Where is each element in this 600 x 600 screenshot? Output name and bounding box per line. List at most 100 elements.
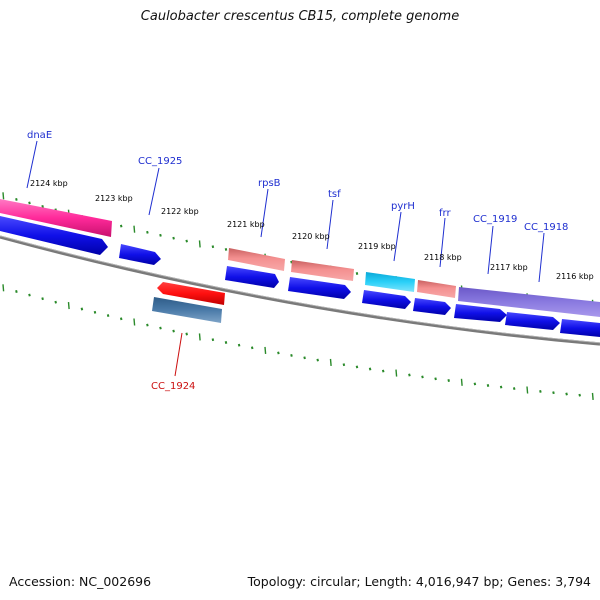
- kbp-labels: 2124 kbp 2123 kbp 2122 kbp 2121 kbp 2120…: [30, 179, 594, 281]
- minor-tick: [15, 290, 18, 293]
- major-tick: [198, 240, 201, 248]
- gene-label-rpsB: rpsB: [258, 178, 281, 189]
- leader-tsf: [326, 199, 334, 250]
- leader-pyrH: [393, 211, 402, 262]
- major-tick: [133, 318, 136, 326]
- backbone-highlight: [0, 235, 600, 344]
- minor-tick: [277, 351, 280, 355]
- major-tick: [460, 378, 463, 386]
- minor-tick: [316, 358, 319, 362]
- minor-tick: [172, 329, 175, 333]
- leader-CC_1918: [538, 232, 545, 283]
- cds-forward-ring: [0, 216, 600, 337]
- minor-tick: [185, 239, 188, 243]
- gene-bar-frr: [417, 280, 456, 298]
- cds-arrow: [560, 319, 600, 337]
- major-tick: [591, 392, 594, 400]
- cds-arrow: [0, 216, 108, 255]
- minor-tick: [355, 272, 359, 275]
- leader-frr: [439, 217, 446, 268]
- major-tick: [264, 346, 267, 354]
- major-tick: [133, 225, 136, 233]
- gene-labels: dnaE CC_1925 rpsB tsf pyrH frr CC_1919 C…: [27, 130, 568, 392]
- minor-tick: [434, 377, 437, 381]
- kbp-label: 2124 kbp: [30, 179, 68, 188]
- gene-label-frr: frr: [439, 208, 451, 219]
- minor-tick: [224, 247, 228, 251]
- accession-text: Accession: NC_002696: [9, 574, 152, 589]
- cds-arrow: [362, 290, 411, 309]
- gene-label-tsf: tsf: [328, 189, 341, 200]
- reverse-feature-ring: [152, 282, 225, 323]
- cds-reverse-CC_1924: [152, 297, 222, 323]
- minor-tick: [578, 393, 581, 397]
- minor-tick: [342, 363, 346, 367]
- minor-tick: [93, 310, 97, 314]
- minor-tick: [486, 384, 490, 387]
- leader-rpsB: [260, 188, 269, 238]
- major-tick: [395, 369, 398, 377]
- minor-tick: [408, 373, 411, 377]
- minor-tick: [290, 353, 293, 357]
- cds-arrow: [225, 266, 279, 288]
- minor-tick: [421, 375, 424, 379]
- inner-tick-ring: [2, 284, 594, 400]
- leader-CC_1924: [174, 332, 183, 377]
- minor-tick: [224, 341, 228, 344]
- minor-tick: [368, 367, 372, 371]
- minor-tick: [447, 379, 450, 382]
- minor-tick: [54, 300, 57, 304]
- minor-tick: [28, 201, 31, 205]
- minor-tick: [159, 233, 162, 237]
- kbp-label: 2116 kbp: [556, 272, 594, 281]
- kbp-label: 2118 kbp: [424, 253, 462, 262]
- map-title: Caulobacter crescentus CB15, complete ge…: [140, 9, 460, 24]
- gene-label-CC_1925: CC_1925: [138, 156, 182, 167]
- minor-tick: [211, 245, 215, 249]
- minor-tick: [15, 197, 18, 201]
- major-tick: [526, 386, 529, 394]
- leader-CC_1919: [487, 225, 494, 275]
- minor-tick: [211, 338, 215, 342]
- minor-tick: [539, 389, 542, 393]
- cds-arrow: [505, 312, 560, 330]
- cds-arrow: [454, 304, 507, 322]
- minor-tick: [355, 365, 359, 369]
- gene-label-CC_1919: CC_1919: [473, 214, 517, 225]
- minor-tick: [28, 293, 31, 297]
- minor-tick: [250, 346, 254, 350]
- minor-tick: [41, 297, 44, 301]
- gene-bar-rpsB: [228, 248, 285, 271]
- major-tick: [2, 284, 5, 292]
- minor-tick: [499, 385, 503, 389]
- gene-label-CC_1924: CC_1924: [151, 381, 195, 392]
- minor-tick: [119, 224, 123, 228]
- gene-feature-ring: [0, 199, 600, 317]
- major-tick: [329, 358, 332, 366]
- gene-label-dnaE: dnaE: [27, 130, 52, 141]
- gene-label-pyrH: pyrH: [391, 201, 415, 212]
- label-leaders: [26, 140, 545, 377]
- kbp-label: 2123 kbp: [95, 194, 133, 203]
- gene-bar-pyrH: [365, 272, 415, 292]
- backbone-line: [0, 235, 600, 346]
- minor-tick: [119, 317, 123, 321]
- gene-bar-tsf: [291, 260, 354, 281]
- leader-CC_1925: [148, 167, 160, 216]
- cds-arrow: [119, 244, 161, 265]
- kbp-label: 2122 kbp: [161, 207, 199, 216]
- minor-tick: [146, 230, 149, 234]
- minor-tick: [303, 356, 306, 360]
- minor-tick: [80, 307, 84, 311]
- minor-tick: [290, 260, 293, 264]
- kbp-label: 2119 kbp: [358, 242, 396, 251]
- gene-bar-dnaE: [0, 199, 112, 237]
- kbp-label: 2117 kbp: [490, 263, 528, 272]
- gene-bar-CC_1924: [157, 282, 225, 305]
- minor-tick: [381, 369, 385, 373]
- minor-tick: [512, 387, 516, 391]
- cds-arrow: [413, 298, 451, 315]
- gene-bar-purple: [458, 287, 600, 317]
- minor-tick: [185, 332, 188, 336]
